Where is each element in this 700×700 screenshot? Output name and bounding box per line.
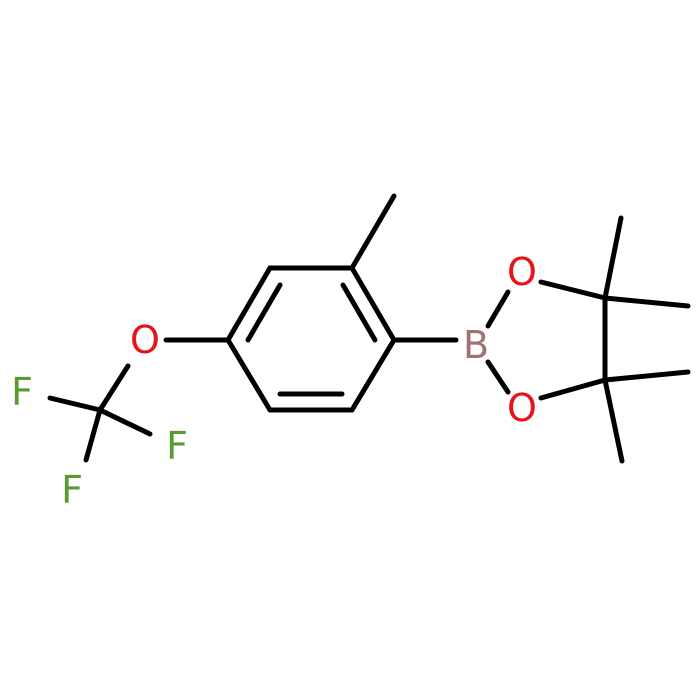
bond	[47, 395, 103, 413]
atom-label: F	[11, 370, 33, 414]
double-bond-inner	[245, 282, 283, 343]
bond	[97, 363, 131, 413]
atom-label: B	[463, 323, 489, 367]
bond	[602, 369, 691, 383]
bond	[485, 289, 511, 329]
bond	[538, 279, 608, 301]
bond	[602, 377, 625, 464]
bond	[349, 193, 397, 271]
double-bond-inner	[340, 282, 378, 343]
bond	[602, 215, 624, 301]
atom-labels: O F F F B O O	[11, 250, 537, 512]
bonds	[47, 193, 691, 464]
bond	[349, 337, 397, 413]
bond	[602, 295, 691, 309]
atom-label: O	[130, 318, 160, 362]
bond	[225, 265, 273, 343]
atom-label: F	[166, 424, 188, 468]
bond	[83, 407, 103, 463]
bond	[349, 265, 397, 343]
atom-label: O	[507, 250, 537, 294]
atom-label: F	[61, 468, 83, 512]
bond	[97, 407, 153, 437]
atom-label: O	[507, 386, 537, 430]
bond	[538, 377, 608, 401]
bond	[225, 337, 273, 413]
bond	[485, 359, 511, 395]
